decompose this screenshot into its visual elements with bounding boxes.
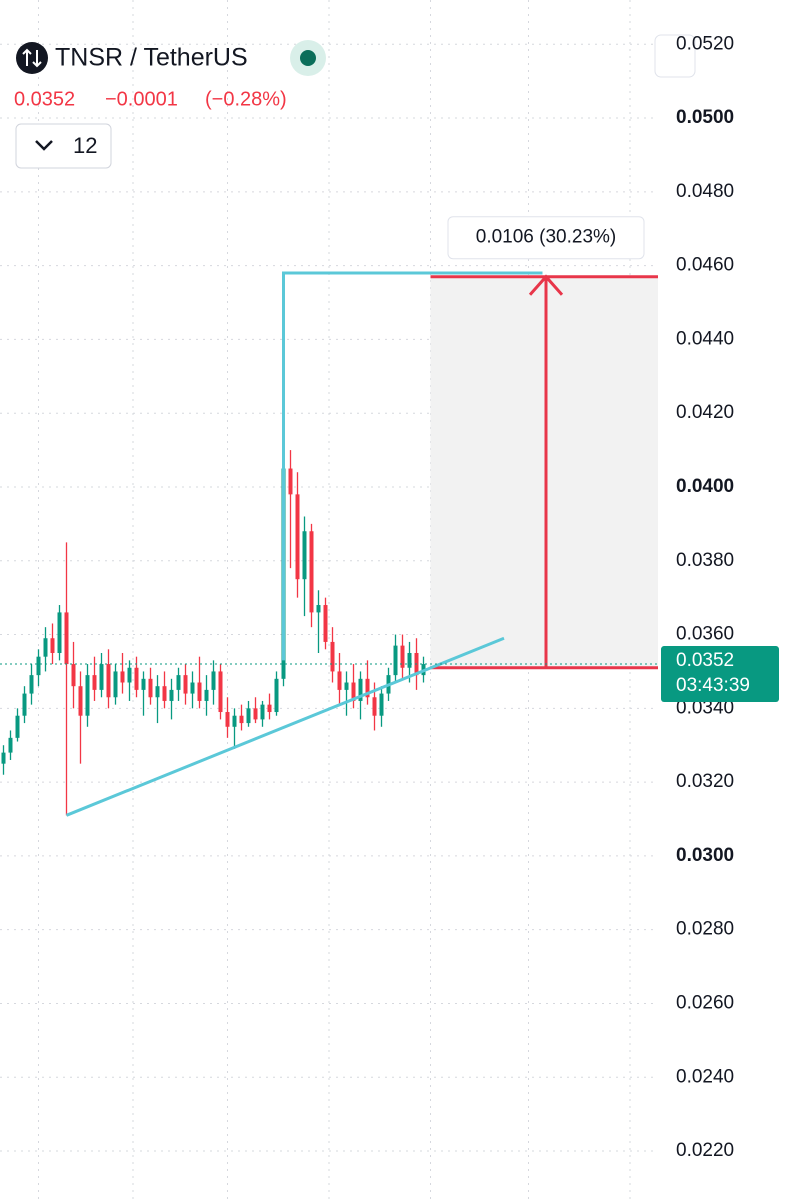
candle-body [407, 652, 412, 668]
candle-body [267, 704, 272, 713]
price-axis: 0.0520 0.0500 0.0480 0.0460 0.0440 0.0420 0.04… [661, 33, 779, 1161]
interval-button[interactable] [15, 123, 112, 169]
candle-body [379, 693, 384, 716]
symbol-icon [16, 42, 48, 74]
candle-body [183, 675, 188, 694]
candle-body [78, 686, 83, 716]
y-tick-label: 0.0400 [676, 476, 734, 497]
candle-body [204, 689, 209, 701]
y-tick-label: 0.0440 [676, 328, 734, 349]
candle-body [372, 697, 377, 716]
candle-body [239, 715, 244, 724]
candle-body [295, 494, 300, 580]
candle-body [141, 678, 146, 690]
candle-body [274, 678, 279, 713]
candle-body [232, 715, 237, 727]
candle-body [225, 712, 230, 727]
candle-body [246, 708, 251, 724]
candle-body [148, 678, 153, 698]
candle-body [344, 682, 349, 690]
candle-body [8, 737, 13, 753]
measure-area [430, 276, 658, 668]
candle-body [71, 664, 76, 687]
header-change: −0.0001 [105, 88, 178, 110]
y-tick-label: 0.0320 [676, 771, 734, 792]
y-tick-label: 0.0240 [676, 1066, 734, 1087]
candle-body [155, 686, 160, 698]
y-tick-label: 0.0420 [676, 402, 734, 423]
candle-body [92, 675, 97, 690]
candle-body [330, 641, 335, 672]
header-price: 0.0352 [14, 88, 75, 110]
candle-body [197, 682, 202, 701]
candle-body [323, 605, 328, 642]
drawings [430, 275, 658, 670]
y-tick-label: 0.0520 [676, 33, 734, 54]
candle-body [29, 675, 34, 694]
measure-label-box [447, 216, 645, 260]
candle-body [169, 689, 174, 701]
candle-body [127, 667, 132, 683]
interval-label: 12 [73, 133, 97, 158]
overlays: 0.0106 (30.23%) [0, 216, 658, 817]
header-change-pct: (−0.28%) [205, 88, 287, 110]
candle-body [15, 715, 20, 738]
y-tick-label: 0.0460 [676, 255, 734, 276]
candle-body [113, 671, 118, 698]
y-tick-label: 0.0380 [676, 550, 734, 571]
candle-body [309, 531, 314, 613]
candle-body [218, 671, 223, 713]
symbol-title: TNSR / TetherUS [55, 44, 248, 72]
countdown-label: 03:43:39 [676, 675, 750, 696]
candle-body [22, 693, 27, 716]
candle-body [57, 612, 62, 653]
candle-body [176, 675, 181, 690]
candle-body [358, 678, 363, 701]
axis-button[interactable] [654, 34, 696, 78]
y-tick-label: 0.0360 [676, 624, 734, 645]
candle-body [302, 531, 307, 580]
candle-body [351, 682, 356, 701]
chevron [35, 140, 53, 151]
candle-body [134, 667, 139, 690]
candle-body [43, 638, 48, 657]
last-price-box [661, 646, 779, 703]
candle-body [1, 752, 6, 764]
candle-body [260, 704, 265, 720]
plot [1, 320, 426, 816]
candle-body [50, 638, 55, 653]
candle-body [85, 675, 90, 716]
arrow-head [528, 274, 564, 296]
y-tick-label: 0.0220 [676, 1140, 734, 1161]
candle-body [99, 664, 104, 690]
candle-body [288, 468, 293, 495]
candle-body [316, 605, 321, 613]
candle-body [365, 678, 370, 698]
candle-body [400, 645, 405, 668]
y-tick-label: 0.0500 [676, 107, 734, 128]
y-tick-label: 0.0300 [676, 845, 734, 866]
candle-body [162, 686, 167, 701]
y-tick-label: 0.0260 [676, 992, 734, 1013]
candle-body [120, 671, 125, 683]
trend-line [65, 636, 505, 817]
candle-body [64, 612, 69, 665]
icon-glyph [22, 48, 42, 68]
measure-label: 0.0106 (30.23%) [476, 227, 617, 248]
candle-body [190, 682, 195, 694]
candle-body [106, 664, 111, 698]
candle-body [36, 656, 41, 676]
candle-body [337, 671, 342, 690]
projection-line [282, 271, 543, 661]
y-tick-label: 0.0280 [676, 919, 734, 940]
y-tick-label: 0.0340 [676, 697, 734, 718]
candle-body [393, 645, 398, 676]
y-tick-label: 0.0480 [676, 181, 734, 202]
status-dot [300, 50, 316, 66]
last-price-label: 0.0352 [676, 650, 734, 671]
candle-body [211, 671, 216, 690]
candle-body [253, 708, 258, 720]
